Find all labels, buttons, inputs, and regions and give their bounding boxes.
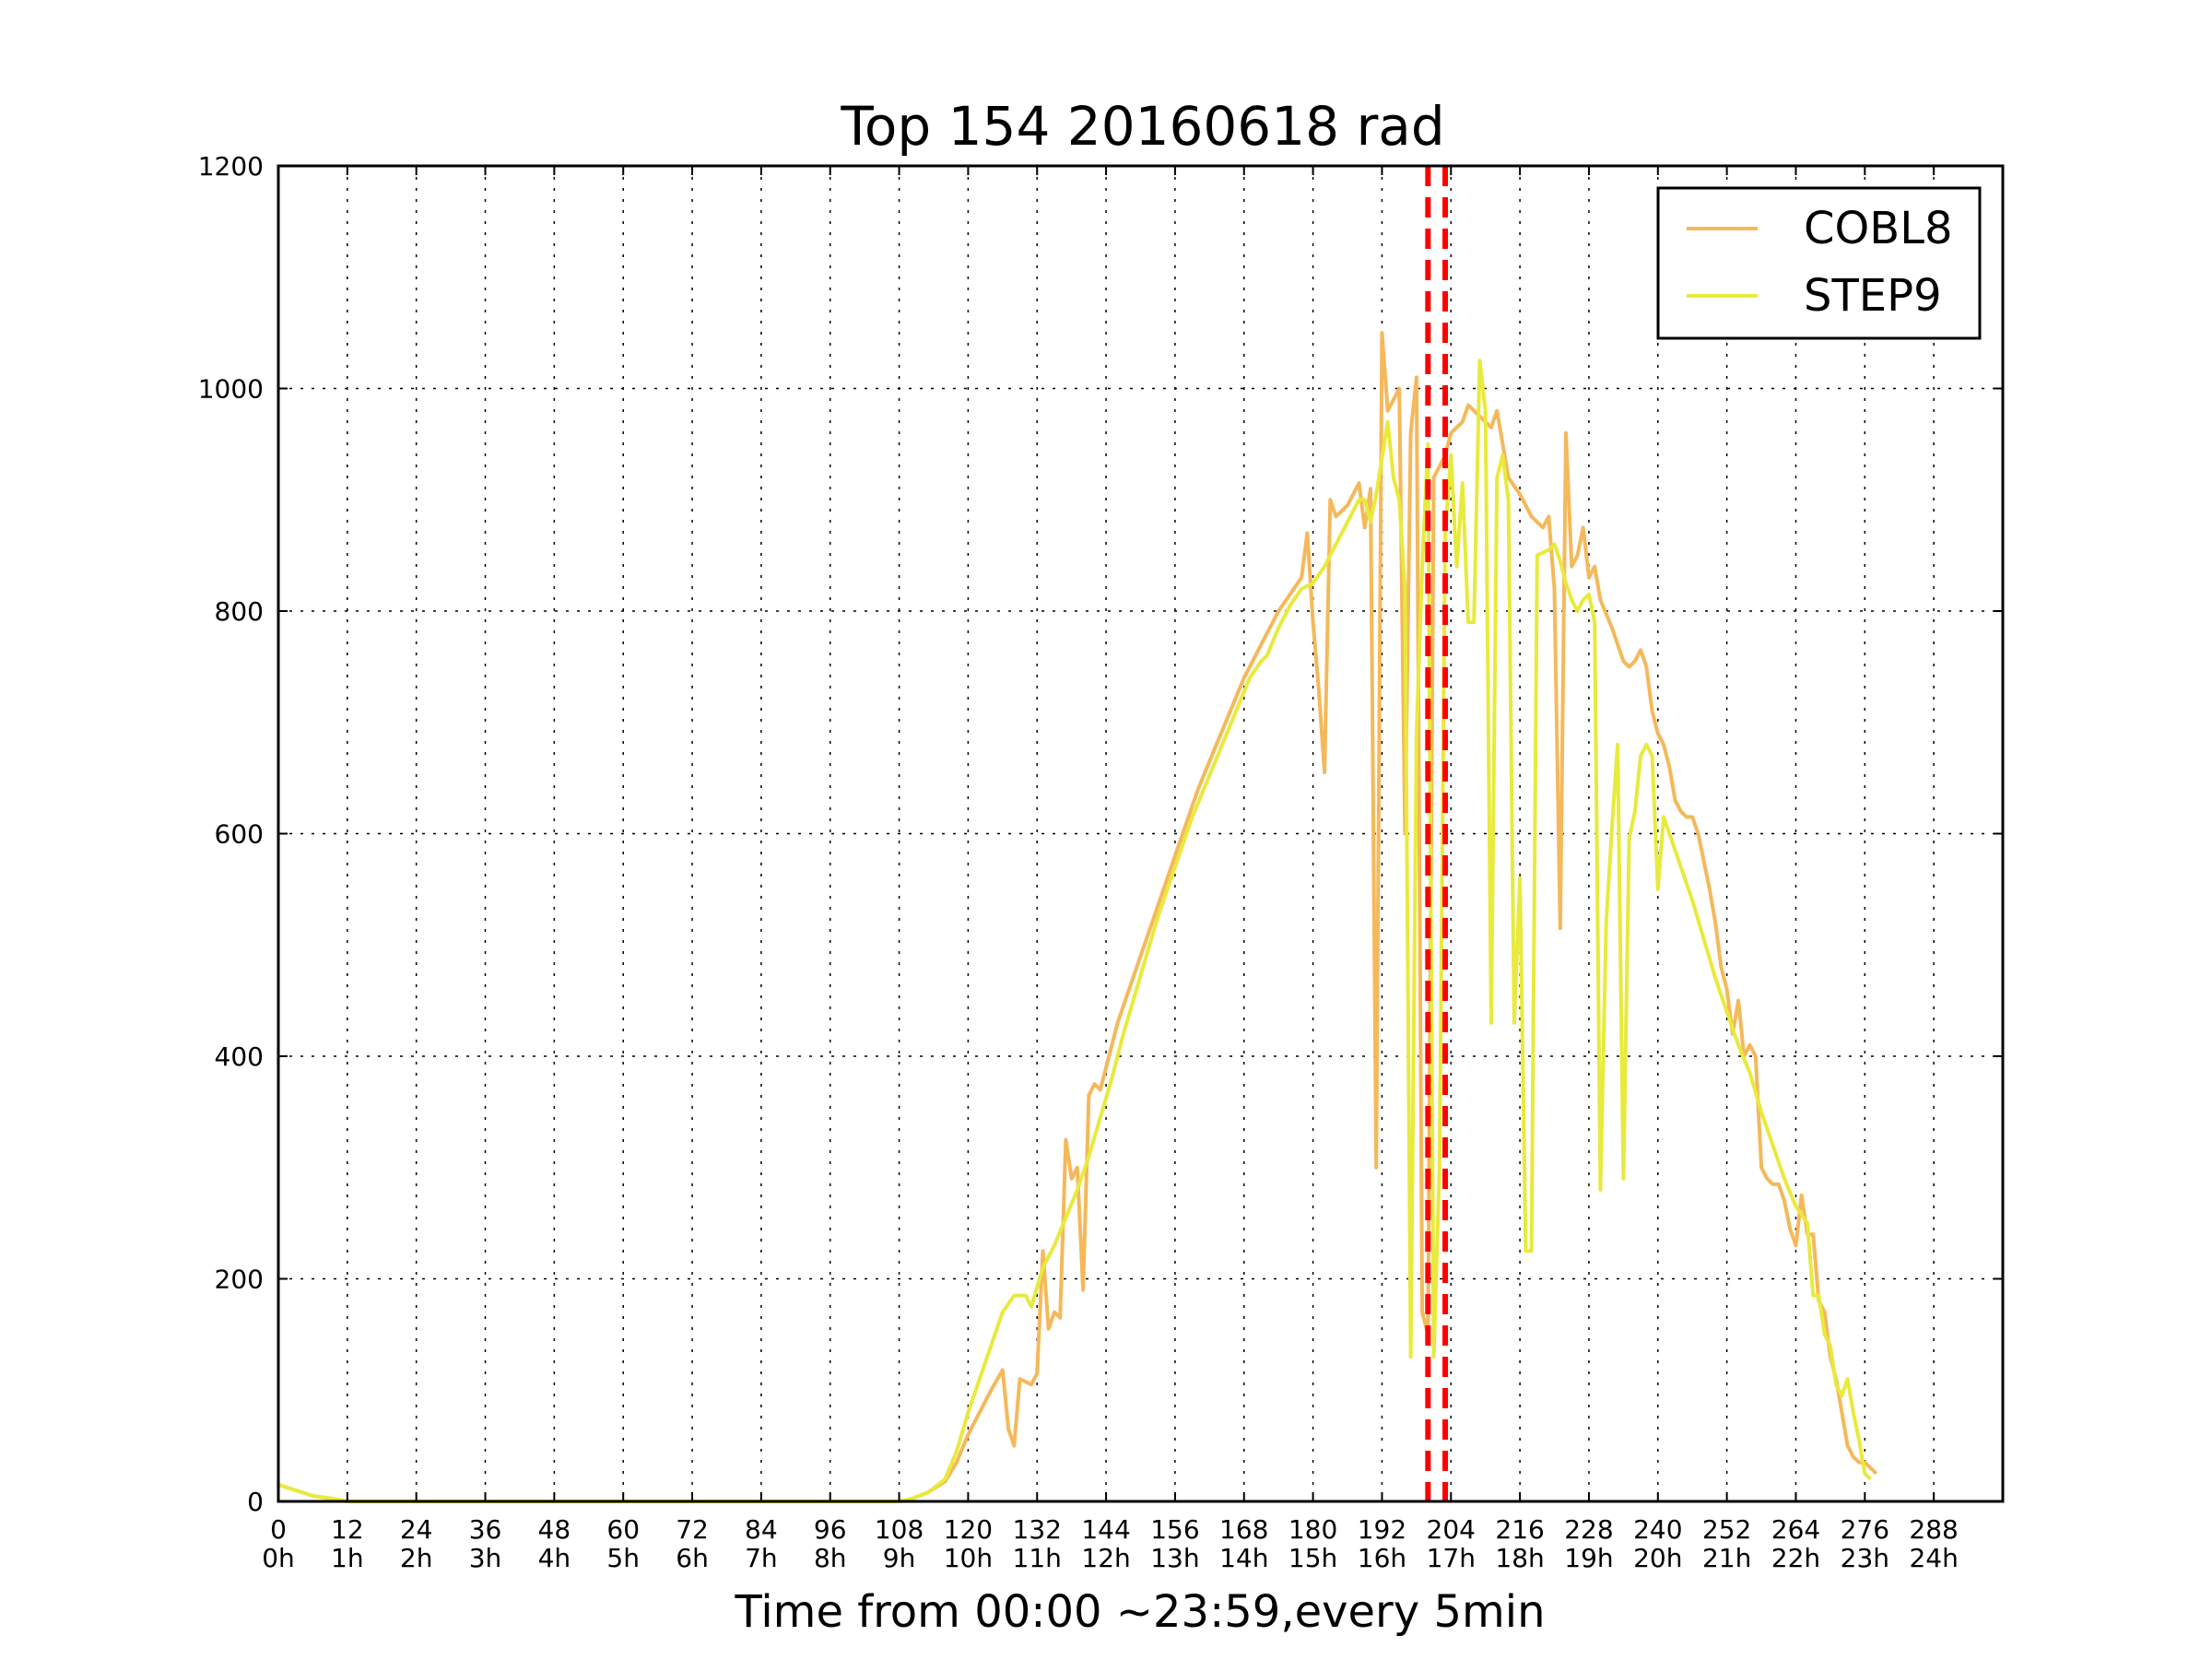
x-tick-hour-label: 10h [944,1543,993,1573]
x-tick-hour-label: 13h [1150,1543,1199,1573]
x-tick-label: 120 [944,1514,993,1545]
legend-label-step9: STEP9 [1804,270,1942,322]
x-tick-hour-label: 19h [1564,1543,1613,1573]
x-tick-label: 288 [1909,1514,1958,1545]
chart-title: Top 154 20160618 rad [840,95,1444,158]
plot-frame [276,164,2005,1503]
x-tick-hour-label: 21h [1702,1543,1751,1573]
x-tick-hour-label: 12h [1081,1543,1130,1573]
x-tick-hour-label: 18h [1495,1543,1544,1573]
x-tick-label: 168 [1219,1514,1268,1545]
x-tick-hour-label: 5h [606,1543,640,1573]
x-tick-label: 108 [875,1514,924,1545]
x-tick-label: 216 [1495,1514,1544,1545]
x-tick-hour-label: 16h [1358,1543,1406,1573]
y-tick-label: 0 [247,1487,264,1517]
x-tick-label: 96 [814,1514,847,1545]
x-tick-hour-label: 1h [331,1543,364,1573]
x-tick-hour-label: 20h [1633,1543,1682,1573]
x-tick-label: 240 [1633,1514,1682,1545]
y-tick-label: 1000 [198,374,264,405]
x-tick-label: 0 [270,1514,287,1545]
x-axis-label: Time from 00:00 ~23:59,every 5min [735,1586,1546,1638]
x-tick-label: 36 [469,1514,502,1545]
x-tick-hour-label: 14h [1219,1543,1268,1573]
x-tick-hour-label: 11h [1013,1543,1062,1573]
x-tick-hour-label: 4h [538,1543,571,1573]
x-tick-hour-label: 23h [1841,1543,1889,1573]
x-tick-hour-label: 0h [262,1543,295,1573]
y-tick-label: 400 [215,1041,264,1072]
x-tick-label: 276 [1841,1514,1889,1545]
x-tick-label: 204 [1427,1514,1476,1545]
x-tick-label: 48 [538,1514,571,1545]
vertical-markers [1425,166,1449,1501]
legend-label-cobl8: COBL8 [1804,203,1953,254]
series-layer [277,331,1878,1503]
x-tick-label: 264 [1771,1514,1820,1545]
x-tick-label: 180 [1288,1514,1337,1545]
x-tick-label: 60 [606,1514,640,1545]
x-tick-hour-label: 15h [1288,1543,1337,1573]
x-tick-label: 12 [331,1514,364,1545]
x-tick-hour-label: 6h [676,1543,709,1573]
x-tick-hour-label: 17h [1427,1543,1476,1573]
y-tick-label: 600 [215,819,264,850]
y-tick-label: 1200 [198,151,264,182]
grid [278,166,2003,1501]
x-tick-label: 72 [676,1514,709,1545]
x-tick-label: 24 [400,1514,433,1545]
y-tick-label: 200 [215,1265,264,1295]
x-tick-label: 156 [1150,1514,1199,1545]
x-tick-label: 144 [1081,1514,1130,1545]
x-tick-hour-label: 7h [745,1543,778,1573]
legend-box [1656,186,1982,340]
x-tick-hour-label: 24h [1909,1543,1958,1573]
x-tick-label: 132 [1013,1514,1062,1545]
x-tick-label: 228 [1564,1514,1613,1545]
y-axis: 0 200 400 600 800 1000 1200 [198,151,2003,1517]
x-tick-hour-label: 8h [814,1543,847,1573]
x-tick-hour-label: 9h [883,1543,916,1573]
x-tick-hour-label: 3h [469,1543,502,1573]
x-tick-hour-label: 22h [1771,1543,1820,1573]
legend: COBL8 STEP9 [1656,186,1982,340]
series-line-cobl8 [277,331,1878,1503]
y-tick-label: 800 [215,596,264,627]
x-tick-label: 192 [1358,1514,1406,1545]
x-tick-label: 84 [745,1514,778,1545]
x-tick-label: 252 [1702,1514,1751,1545]
x-tick-hour-label: 2h [400,1543,433,1573]
series-line-step9 [277,359,1872,1503]
